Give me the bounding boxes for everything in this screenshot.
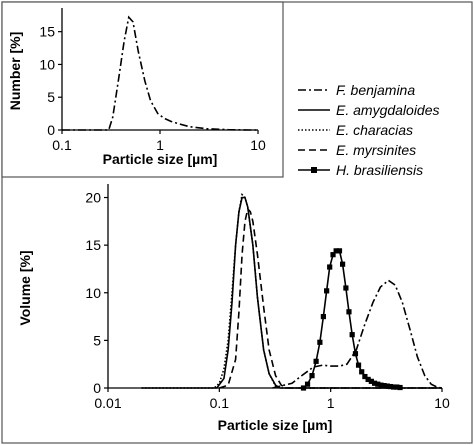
main-series-h-brasiliensis [302, 250, 401, 389]
main-y-tick-label: 15 [85, 237, 101, 253]
main-point-h-brasiliensis [333, 248, 339, 254]
main-point-h-brasiliensis [381, 383, 387, 389]
inset-x-tick-label: 0.1 [52, 137, 72, 153]
main-point-h-brasiliensis [313, 358, 319, 364]
inset-y-tick-label: 0 [47, 122, 55, 138]
inset-x-tick-label: 1 [156, 137, 164, 153]
main-x-tick-label: 0.1 [210, 395, 230, 411]
inset-chart: 0 5 10 15 0.1 1 10 Particle size [µm] Number [%] [7, 8, 266, 167]
main-point-h-brasiliensis [362, 373, 368, 380]
main-point-h-brasiliensis [371, 380, 378, 386]
main-point-h-brasiliensis [375, 381, 381, 387]
main-series-e-amygdaloides [141, 196, 442, 389]
legend: F. benjamina E. amygdaloides E. characias E… [298, 82, 440, 178]
legend-label-e-characias: E. characias [336, 122, 413, 138]
main-point-h-brasiliensis [387, 383, 394, 390]
inset-y-tick-label: 15 [39, 24, 55, 40]
main-point-h-brasiliensis [300, 385, 307, 391]
main-point-h-brasiliensis [355, 362, 362, 368]
main-point-h-brasiliensis [365, 376, 371, 383]
inset-x-axis-label: Particle size [µm] [103, 151, 218, 167]
legend-marker-h-brasiliensis [311, 167, 317, 173]
main-point-h-brasiliensis [349, 332, 355, 338]
main-point-h-brasiliensis [368, 378, 374, 384]
main-point-h-brasiliensis [346, 309, 352, 315]
inset-series-f-benjamina [62, 15, 258, 131]
main-x-tick-label: 0.01 [94, 395, 121, 411]
legend-label-e-amygdaloides: E. amygdaloides [336, 102, 440, 118]
inset-x-tick-label: 10 [250, 137, 266, 153]
main-point-h-brasiliensis [394, 384, 400, 390]
main-point-h-brasiliensis [384, 383, 390, 389]
main-y-tick-label: 20 [85, 190, 101, 206]
main-point-h-brasiliensis [378, 382, 384, 388]
main-y-axis-label: Volume [%] [17, 250, 33, 325]
main-point-h-brasiliensis [397, 384, 403, 391]
main-y-tick-label: 0 [93, 380, 101, 396]
main-series-e-characias [141, 193, 442, 389]
main-point-h-brasiliensis [309, 373, 315, 379]
main-chart: 0 5 10 15 20 0.01 0.1 1 10 Particle size [µm] Volu… [17, 184, 450, 433]
legend-label-h-brasiliensis: H. brasiliensis [336, 162, 423, 178]
main-point-h-brasiliensis [359, 369, 365, 375]
legend-label-f-benjamina: F. benjamina [336, 82, 415, 98]
inset-y-tick-label: 10 [39, 56, 55, 72]
main-x-tick-label: 1 [327, 395, 335, 411]
main-point-h-brasiliensis [336, 248, 343, 254]
main-y-tick-label: 5 [93, 332, 101, 348]
main-x-axis-label: Particle size [µm] [218, 417, 333, 433]
inset-y-axis-label: Number [%] [7, 32, 23, 111]
main-point-h-brasiliensis [317, 339, 323, 345]
main-point-h-brasiliensis [340, 261, 346, 267]
legend-label-e-myrsinites: E. myrsinites [336, 142, 416, 158]
main-point-h-brasiliensis [327, 264, 333, 270]
inset-frame [1, 1, 284, 178]
main-point-h-brasiliensis [320, 313, 326, 320]
main-point-h-brasiliensis [352, 351, 359, 357]
main-series-e-myrsinites [219, 207, 442, 389]
main-point-h-brasiliensis [343, 285, 349, 291]
main-point-h-brasiliensis [330, 252, 336, 258]
main-series-f-benjamina [272, 279, 443, 389]
main-x-tick-label: 10 [434, 395, 450, 411]
main-point-h-brasiliensis [304, 381, 311, 387]
inset-y-tick-label: 5 [47, 89, 55, 105]
main-y-tick-label: 10 [85, 285, 101, 301]
main-point-h-brasiliensis [324, 288, 330, 294]
main-point-h-brasiliensis [391, 384, 397, 390]
